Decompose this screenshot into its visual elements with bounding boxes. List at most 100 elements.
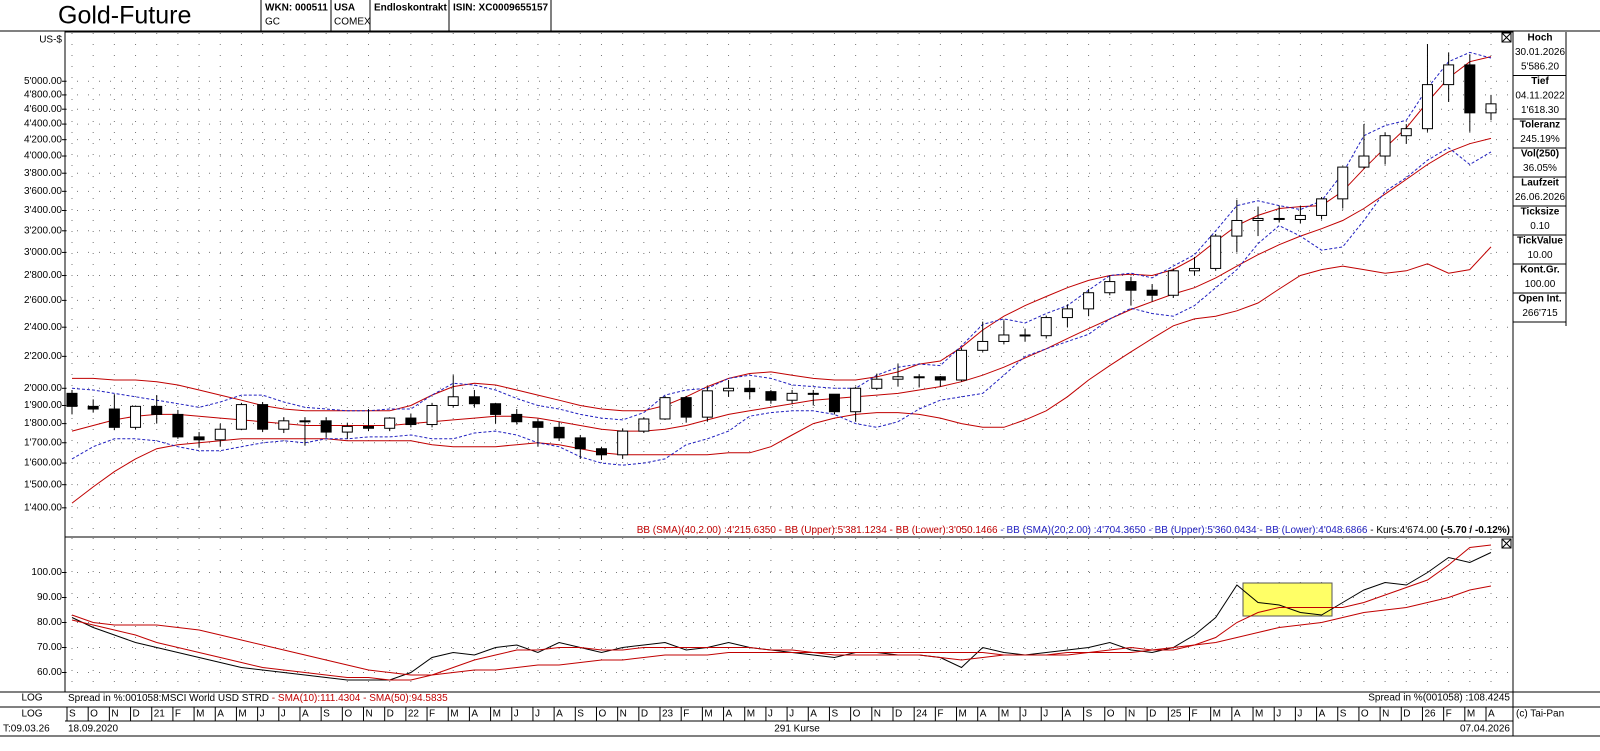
x-tick-label: M (1213, 709, 1221, 720)
candle-body (744, 387, 756, 393)
candle-body (913, 376, 925, 379)
y-tick-label: 1'600.00 (24, 458, 62, 469)
header: Gold-Future WKN: 000511 GC USA COMEX End… (0, 0, 1600, 32)
candle-body (701, 390, 713, 418)
y-tick-label: 4'400.00 (24, 119, 62, 130)
info-label: Laufzeit (1521, 178, 1559, 189)
candle-body (977, 340, 989, 351)
candle-body (384, 417, 396, 429)
x-tick-label: M (1001, 709, 1009, 720)
y-tick-label: 2'200.00 (24, 351, 62, 362)
y-tick-label: 1'700.00 (24, 437, 62, 448)
info-label: Kont.Gr. (1520, 265, 1560, 276)
candle-body (723, 387, 735, 392)
spread-line (71, 552, 1492, 681)
x-tick-label: A (556, 709, 563, 720)
x-tick-label: 22 (408, 709, 420, 720)
close-button[interactable] (1501, 538, 1512, 549)
indicator-legend: Spread in %:001058:MSCI World USD STRD -… (68, 693, 448, 704)
x-tick-label: N (111, 709, 118, 720)
candle-body (320, 420, 332, 433)
candle-body (1167, 270, 1179, 296)
x-tick-label: 26 (1424, 709, 1436, 720)
info-value: 26.06.2026 (1515, 192, 1565, 203)
info-value: 5'586.20 (1521, 62, 1559, 73)
candle-body (108, 408, 120, 428)
contract: Endloskontrakt (374, 3, 447, 14)
info-label: Hoch (1528, 33, 1553, 44)
x-tick-label: A (217, 709, 224, 720)
bollinger-band (71, 147, 1492, 466)
candle-body (1485, 103, 1497, 114)
close-cross (1501, 538, 1512, 549)
info-label: Open Int. (1518, 294, 1562, 305)
start-date: 18.09.2020 (68, 724, 118, 735)
y-tick-label: 1'400.00 (24, 502, 62, 513)
candle-body (1316, 198, 1328, 216)
info-value: 30.01.2026 (1515, 47, 1565, 58)
x-tick-label: S (1086, 709, 1093, 720)
spread-line (71, 585, 1492, 676)
close-button[interactable] (1501, 32, 1512, 43)
candle-body (1231, 219, 1243, 237)
candle-body (1104, 281, 1116, 294)
y-tick-label: 3'400.00 (24, 205, 62, 216)
x-tick-label: O (1361, 709, 1369, 720)
y-tick-label: 5'000.00 (24, 76, 62, 87)
info-value: 04.11.2022 (1515, 91, 1565, 102)
time-stamp: T:09.03.26 (3, 724, 50, 735)
candle-body (1125, 281, 1137, 291)
candle-body (871, 378, 883, 389)
candle-body (1273, 217, 1285, 220)
isin: ISIN: XC0009655157 (453, 3, 549, 14)
candle-body (680, 397, 692, 418)
candle-body (1294, 214, 1306, 220)
bollinger-band (71, 246, 1492, 504)
candle-body (405, 417, 417, 426)
bollinger-band (71, 51, 1492, 421)
x-tick-label: D (387, 709, 394, 720)
candle-body (998, 334, 1010, 342)
candle-body (172, 413, 184, 438)
exchange: COMEX (334, 17, 371, 28)
y-tick-label: 2'800.00 (24, 270, 62, 281)
info-label: Vol(250) (1521, 149, 1559, 160)
x-tick-label: D (641, 709, 648, 720)
candle-body (617, 430, 629, 456)
info-label: Toleranz (1520, 120, 1560, 131)
x-tick-label: M (450, 709, 458, 720)
x-tick-label: A (726, 709, 733, 720)
x-tick-label: J (281, 709, 286, 720)
x-tick-label: J (789, 709, 794, 720)
candle-body (532, 421, 544, 428)
copyright: (c) Tai-Pan (1516, 709, 1564, 720)
candle-body (1358, 155, 1370, 168)
legend-entry: - SMA(10):111.4304 - SMA(50):94.5835 (269, 693, 448, 704)
x-tick-label: A (810, 709, 817, 720)
x-tick-label: J (1297, 709, 1302, 720)
candle-body (1443, 64, 1455, 86)
candle-body (1337, 166, 1349, 200)
x-tick-label: 21 (154, 709, 166, 720)
candle-body (1040, 317, 1052, 337)
candle-body (574, 437, 586, 450)
spread-value: Spread in %(001058) :108.4245 (1368, 693, 1510, 704)
candle-body (66, 392, 78, 407)
candle-body (193, 436, 205, 441)
x-tick-label: J (1022, 709, 1027, 720)
instrument-title: Gold-Future (58, 2, 191, 30)
x-tick-label: O (344, 709, 352, 720)
x-tick-label: M (959, 709, 967, 720)
x-tick-label: A (1488, 709, 1495, 720)
indicator-legend: BB (SMA)(40,2.00) :4'215.6350 - BB (Uppe… (637, 525, 1510, 536)
y-tick-label: 4'200.00 (24, 134, 62, 145)
candle-body (956, 349, 968, 381)
spread-line (71, 544, 1492, 681)
info-label: Tief (1531, 76, 1549, 87)
x-tick-label: J (535, 709, 540, 720)
bollinger-band (71, 137, 1492, 432)
candle-body (447, 396, 459, 406)
x-tick-label: S (323, 709, 330, 720)
x-tick-label: M (1467, 709, 1475, 720)
